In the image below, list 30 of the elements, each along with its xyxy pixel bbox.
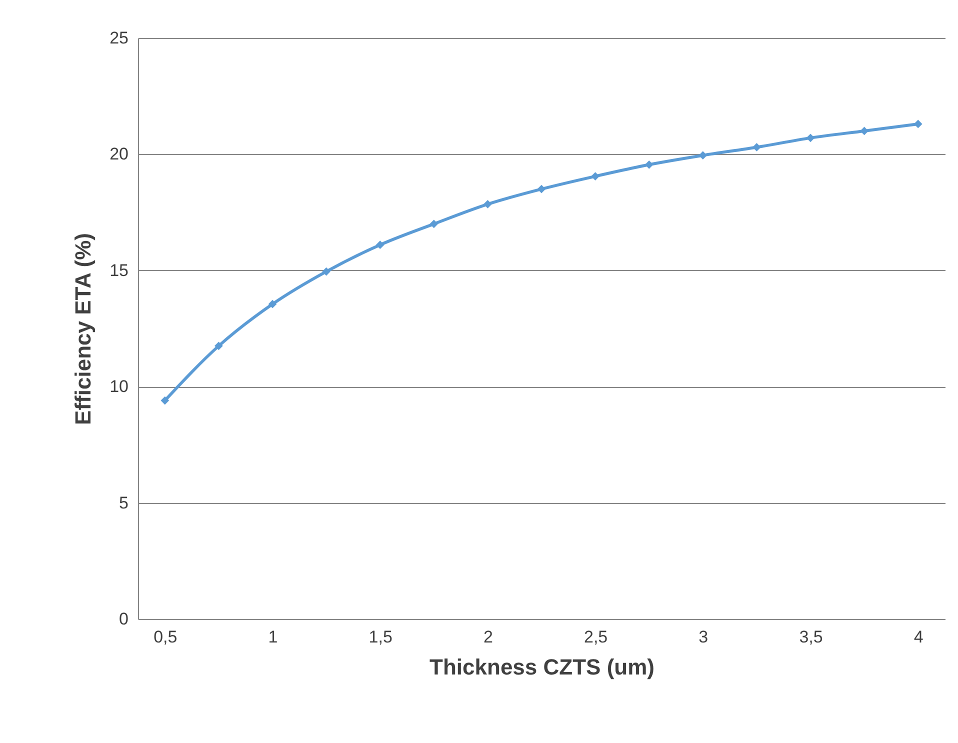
point <box>752 143 761 152</box>
point <box>376 240 384 250</box>
point <box>644 160 654 169</box>
x-tick-label: 4 <box>914 628 924 646</box>
y-tick-label: 15 <box>110 260 128 280</box>
x-axis-title: Thickness CZTS (um) <box>430 654 654 680</box>
x-tick-label: 1 <box>268 628 278 646</box>
point <box>806 134 815 142</box>
point <box>537 184 546 194</box>
y-tick-label: 25 <box>110 28 128 48</box>
point <box>322 267 330 276</box>
y-axis-title: Efficiency ETA (%) <box>70 233 96 425</box>
point <box>430 220 438 228</box>
point <box>160 396 170 405</box>
x-tick-label: 2 <box>483 628 493 646</box>
y-tick-label: 10 <box>110 377 128 396</box>
point <box>268 300 277 308</box>
point <box>698 151 708 160</box>
y-tick-label: 0 <box>119 610 128 628</box>
x-tick-label: 3 <box>698 628 708 646</box>
x-tick-label: 1,5 <box>368 628 392 646</box>
point <box>860 126 868 136</box>
x-tick-label: 2,5 <box>584 628 608 646</box>
point <box>484 200 492 208</box>
point <box>214 342 223 350</box>
x-tick-label: 3,5 <box>799 628 823 646</box>
y-tick-label: 20 <box>110 144 128 164</box>
y-tick-label: 5 <box>119 493 128 512</box>
x-tick-label: 0,5 <box>154 628 178 646</box>
point <box>591 172 600 180</box>
